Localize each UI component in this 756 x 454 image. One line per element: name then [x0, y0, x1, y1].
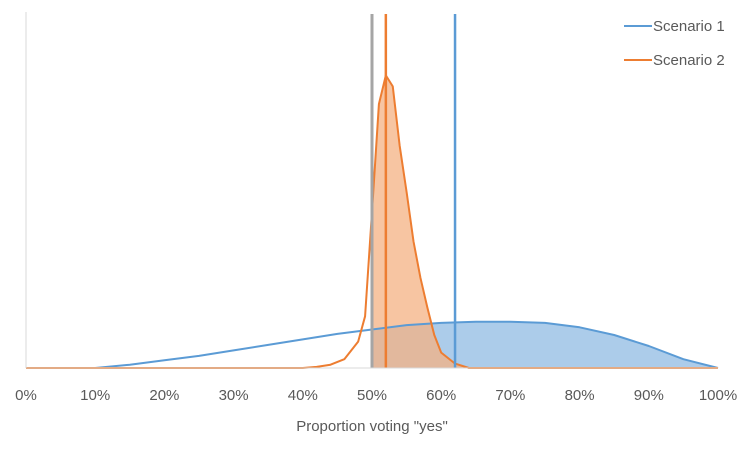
x-tick-label: 70%	[495, 387, 525, 404]
legend-label-1: Scenario 1	[653, 18, 725, 35]
x-tick-label: 20%	[149, 387, 179, 404]
legend: Scenario 1 Scenario 2	[624, 18, 725, 69]
x-tick-label: 40%	[288, 387, 318, 404]
x-tick-label: 100%	[699, 387, 737, 404]
x-tick-label: 80%	[565, 387, 595, 404]
x-tick-label: 0%	[15, 387, 37, 404]
x-axis: 0% 10% 20% 30% 40% 50% 60% 70% 80% 90% 100%	[15, 12, 737, 404]
series-2-line	[26, 74, 718, 369]
x-tick-label: 50%	[357, 387, 387, 404]
plot-area	[26, 14, 719, 369]
x-axis-label: Proportion voting "yes"	[296, 418, 448, 435]
x-tick-label: 30%	[219, 387, 249, 404]
x-tick-label: 60%	[426, 387, 456, 404]
x-tick-label: 10%	[80, 387, 110, 404]
series-1-shaded-area	[372, 321, 718, 368]
series-2-shaded-area	[372, 75, 718, 369]
x-tick-label: 90%	[634, 387, 664, 404]
legend-label-2: Scenario 2	[653, 52, 725, 69]
